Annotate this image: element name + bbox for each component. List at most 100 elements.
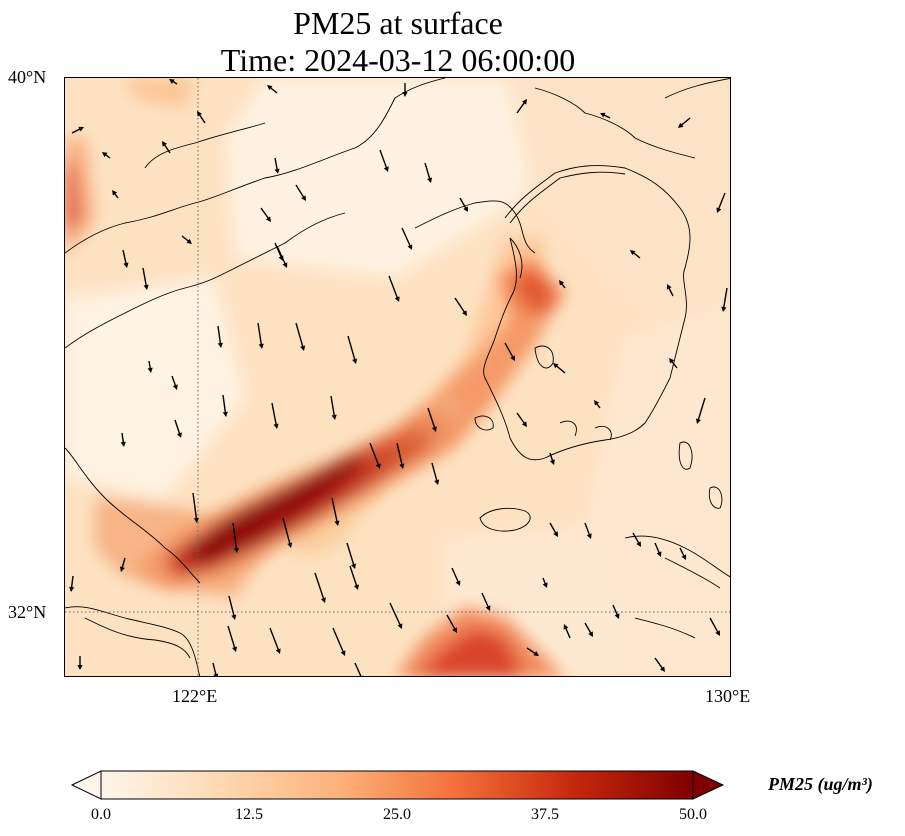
wind-vector-head — [265, 216, 271, 222]
wind-vector-head — [222, 411, 228, 417]
wind-vector-head — [397, 623, 403, 629]
wind-vector-shaft — [654, 542, 661, 555]
wind-vector-shaft — [228, 595, 235, 618]
wind-vector-shaft — [330, 395, 336, 418]
wind-vector-shaft — [192, 492, 198, 521]
lon-tick-122e: 122°E — [172, 686, 218, 706]
wind-vector-head — [636, 541, 641, 547]
colorbar-tick-4: 50.0 — [679, 806, 707, 823]
map-panel[interactable] — [64, 77, 731, 677]
wind-vector-head — [320, 597, 326, 603]
wind-vector-head — [549, 459, 555, 465]
wind-vector-head — [274, 168, 280, 174]
wind-vector-head — [233, 547, 239, 553]
colorbar-tick-3: 37.5 — [531, 806, 559, 823]
wind-vector-shaft — [122, 249, 128, 266]
wind-vector-shaft — [369, 442, 380, 467]
wind-vector-head — [553, 363, 559, 369]
colorbar-tick-1: 12.5 — [235, 806, 263, 823]
wind-vector-shaft — [516, 101, 526, 114]
colorbar — [70, 770, 725, 800]
wind-vector-shaft — [389, 602, 402, 627]
colorbar-gradient — [100, 770, 694, 800]
wind-vector-shaft — [269, 627, 280, 652]
wind-vector-head — [666, 284, 672, 290]
wind-vector-head — [407, 244, 413, 250]
wind-vector-head — [353, 584, 359, 590]
wind-vector-head — [678, 122, 684, 128]
wind-vector-shaft — [332, 627, 345, 654]
wind-vector-shaft — [217, 325, 222, 346]
wind-vector-shaft — [379, 149, 388, 170]
wind-vector-head — [462, 310, 467, 316]
wind-vector-shaft — [451, 567, 460, 584]
colorbar-label: PM25 (ug/m³) — [768, 774, 873, 794]
wind-vector-head — [301, 195, 306, 201]
wind-vector-head — [669, 358, 675, 364]
wind-vector-head — [123, 262, 129, 268]
wind-vector-head — [169, 79, 175, 84]
wind-vector-head — [273, 423, 279, 429]
coastline — [65, 78, 730, 676]
wind-vector-head — [452, 627, 457, 633]
wind-vector-head — [275, 648, 281, 654]
wind-vector-head — [334, 520, 340, 526]
wind-vector-head — [300, 345, 306, 351]
wind-vector-head — [77, 665, 83, 670]
wind-vector-head — [232, 646, 238, 652]
wind-vector-head — [143, 284, 149, 290]
wind-vector-head — [594, 400, 600, 406]
colorbar-tick-2: 25.0 — [383, 806, 411, 823]
wind-vector-head — [119, 566, 125, 572]
wind-vector-shaft — [516, 412, 526, 425]
wind-vector-head — [588, 631, 593, 637]
wind-vector-head — [394, 296, 400, 302]
wind-vector-head — [521, 99, 527, 105]
wind-vector-shaft — [257, 322, 263, 347]
wind-vector-shaft — [632, 532, 641, 545]
wind-vector-head — [630, 250, 636, 256]
wind-vector-head — [716, 207, 722, 213]
wind-vector-head — [267, 85, 273, 91]
wind-vector-shaft — [295, 322, 304, 349]
wind-vector-shaft — [401, 227, 412, 248]
wind-vector-head — [533, 651, 539, 656]
wind-vector-head — [715, 630, 720, 636]
wind-vector-head — [102, 152, 108, 158]
wind-vector-head — [510, 355, 515, 361]
lat-tick-32n: 32°N — [8, 602, 47, 622]
pm25-hotspot-band — [135, 308, 545, 588]
wind-vector-head — [614, 613, 620, 619]
wind-vector-head — [351, 563, 357, 569]
wind-vector-head — [186, 238, 192, 244]
wind-vector-head — [112, 190, 118, 196]
wind-vector-shaft — [697, 397, 706, 422]
wind-vector-shaft — [212, 662, 217, 676]
gridlines — [65, 78, 730, 676]
wind-vector-head — [197, 111, 202, 117]
wind-vector-head — [120, 441, 126, 447]
wind-vector-shaft — [709, 617, 720, 634]
wind-vector-shaft — [454, 297, 466, 314]
wind-vector-head — [455, 580, 461, 586]
wind-vector-shaft — [346, 542, 355, 567]
wind-vector-head — [600, 112, 606, 118]
colorbar-extend-max — [692, 770, 725, 800]
colorbar-extend-min — [70, 770, 102, 800]
wind-vector-shaft — [314, 572, 325, 601]
wind-vector-shaft — [424, 162, 431, 181]
wind-vector-head — [352, 358, 358, 364]
wind-vector-head — [147, 367, 153, 373]
wind-vector-shaft — [174, 419, 181, 436]
wind-vectors — [69, 79, 728, 676]
wind-vector-head — [282, 262, 288, 268]
wind-vector-head — [375, 463, 381, 469]
lat-tick-40n: 40°N — [8, 67, 47, 87]
wind-vector-shaft — [227, 625, 236, 650]
wind-vector-shaft — [654, 657, 664, 670]
wind-vector-shaft — [584, 522, 591, 537]
wind-vector-shaft — [564, 626, 571, 639]
wind-vector-head — [553, 531, 558, 537]
wind-vector-head — [162, 141, 167, 147]
wind-vector-shaft — [459, 197, 468, 210]
